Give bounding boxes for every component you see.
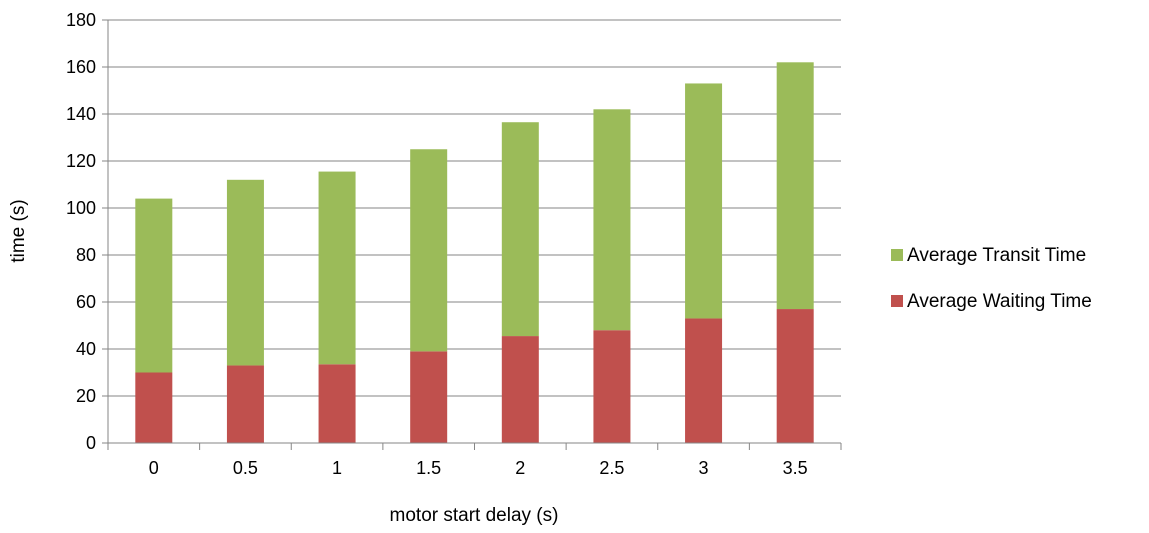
bar-average-waiting-time	[501, 336, 539, 443]
bar-average-transit-time	[593, 109, 631, 331]
x-tick-label: 3.5	[783, 458, 808, 478]
axes	[102, 19, 842, 450]
x-tick-label: 2.5	[599, 458, 624, 478]
y-tick-label: 140	[66, 104, 96, 124]
y-tick-label: 160	[66, 57, 96, 77]
bar-average-waiting-time	[685, 318, 723, 443]
y-tick-label: 60	[76, 292, 96, 312]
bar-average-waiting-time	[318, 364, 356, 443]
y-tick-label: 0	[86, 433, 96, 453]
bar-average-transit-time	[501, 122, 539, 337]
bar-average-transit-time	[410, 149, 448, 352]
bar-average-waiting-time	[135, 372, 173, 443]
x-tick-label: 1.5	[416, 458, 441, 478]
bar-average-waiting-time	[226, 365, 264, 443]
y-tick-label: 100	[66, 198, 96, 218]
x-tick-label: 0	[149, 458, 159, 478]
x-axis-title: motor start delay (s)	[390, 505, 559, 526]
x-tick-label: 3	[699, 458, 709, 478]
bar-average-transit-time	[685, 83, 723, 319]
legend: Average Transit Time Average Waiting Time	[891, 245, 1092, 312]
bars	[135, 62, 814, 443]
bar-average-waiting-time	[410, 351, 448, 443]
y-tick-label: 40	[76, 339, 96, 359]
y-axis-title: time (s)	[8, 199, 29, 262]
bar-average-transit-time	[135, 198, 173, 373]
bar-average-waiting-time	[593, 330, 631, 443]
x-tick-label: 0.5	[233, 458, 258, 478]
legend-label: Average Waiting Time	[907, 291, 1092, 312]
bar-average-transit-time	[226, 179, 264, 366]
y-tick-labels: 0 20 40 60 80 100 120 140 160 180	[66, 10, 96, 453]
x-tick-labels: 0 0.5 1 1.5 2 2.5 3 3.5	[149, 458, 808, 478]
bar-average-transit-time	[776, 62, 814, 310]
y-tick-label: 80	[76, 245, 96, 265]
y-tick-label: 120	[66, 151, 96, 171]
legend-swatch	[891, 249, 903, 261]
bar-average-waiting-time	[776, 309, 814, 443]
y-tick-label: 20	[76, 386, 96, 406]
y-tick-label: 180	[66, 10, 96, 30]
bar-average-transit-time	[318, 171, 356, 365]
x-tick-label: 2	[515, 458, 525, 478]
legend-swatch	[891, 295, 903, 307]
gridlines	[108, 19, 841, 397]
legend-label: Average Transit Time	[907, 245, 1086, 266]
x-tick-label: 1	[332, 458, 342, 478]
